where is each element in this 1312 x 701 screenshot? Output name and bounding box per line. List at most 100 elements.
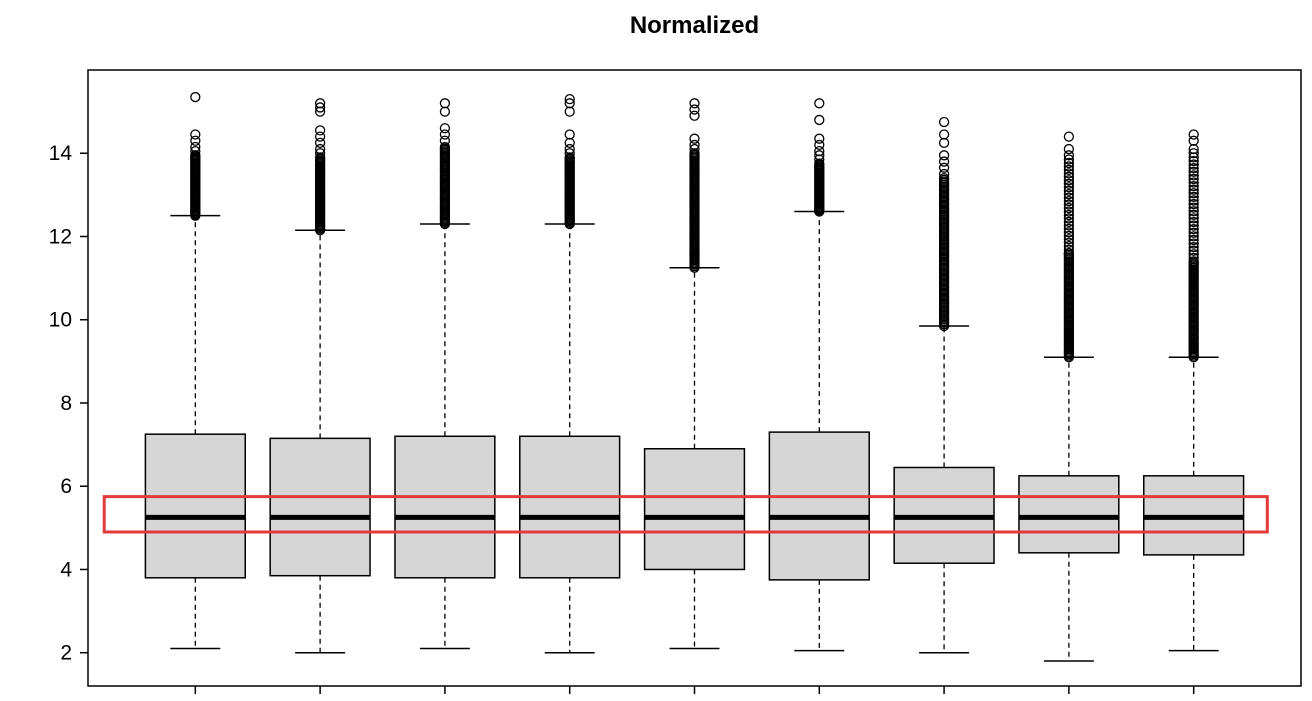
outlier-point: [190, 91, 201, 103]
outlier-point: [814, 146, 825, 157]
outlier-point: [1188, 155, 1199, 167]
outlier-point: [1063, 227, 1075, 238]
outlier-point: [938, 150, 950, 161]
outlier-point: [564, 98, 575, 109]
outlier-point: [1188, 231, 1199, 242]
outlier-point: [1063, 213, 1075, 224]
outlier-point: [1188, 198, 1199, 210]
outlier-point: [814, 139, 825, 151]
outlier-point: [1063, 164, 1075, 176]
outlier-point: [938, 173, 950, 184]
outlier-point: [1188, 135, 1199, 146]
outlier-point: [1188, 256, 1199, 267]
outlier-point: [1188, 184, 1199, 195]
outlier-point: [689, 98, 700, 109]
outlier-point: [814, 98, 825, 109]
outlier-point: [314, 98, 326, 109]
outlier-point: [1063, 202, 1075, 214]
y-axis-tick-label: 6: [60, 475, 72, 498]
outlier-point: [439, 141, 451, 153]
outlier-point: [564, 148, 575, 159]
outlier-point: [1188, 180, 1199, 192]
outlier-point: [1063, 206, 1075, 217]
outlier-point: [439, 106, 451, 117]
outlier-point: [689, 143, 700, 155]
outlier-point: [1063, 178, 1075, 189]
outlier-point: [1063, 189, 1075, 200]
outlier-point: [1063, 209, 1075, 221]
box-iqr: [144, 433, 246, 579]
plot-border: [87, 69, 1302, 687]
outlier-point: [938, 162, 950, 173]
outlier-point: [439, 123, 451, 134]
outlier-point: [1188, 159, 1199, 170]
outlier-point: [190, 146, 201, 157]
outlier-point: [1188, 188, 1199, 199]
outlier-point: [814, 158, 825, 169]
outlier-point: [1188, 143, 1199, 155]
outlier-point: [1188, 241, 1199, 253]
outlier-point: [1188, 224, 1199, 235]
outlier-point: [564, 129, 575, 140]
outlier-point: [314, 125, 326, 136]
outlier-point: [1063, 185, 1075, 196]
outlier-point: [439, 135, 451, 146]
y-axis-tick-label: 14: [49, 142, 73, 165]
outlier-point: [314, 137, 326, 148]
outlier-point: [564, 106, 575, 117]
outlier-point: [439, 98, 451, 109]
outlier-point: [689, 139, 700, 151]
outlier-point: [1188, 195, 1199, 206]
outlier-point: [814, 133, 825, 144]
outlier-point: [938, 156, 950, 167]
outlier-point: [190, 135, 201, 146]
outlier-point: [1063, 199, 1075, 210]
outlier-point: [814, 114, 825, 126]
outlier-point: [1063, 216, 1075, 228]
outlier-point: [689, 148, 700, 159]
outlier-point: [1188, 170, 1199, 181]
outlier-point: [938, 168, 950, 180]
outlier-point: [1188, 216, 1199, 228]
outlier-point: [1188, 173, 1199, 185]
box-iqr: [1018, 475, 1120, 554]
outlier-point: [314, 152, 326, 163]
chart-title: Normalized: [629, 12, 760, 39]
outlier-point: [1188, 177, 1199, 188]
outlier-point: [564, 93, 575, 105]
outlier-point: [1188, 238, 1199, 249]
outlier-point: [314, 143, 326, 155]
outlier-point: [689, 110, 700, 121]
outlier-point: [1063, 234, 1075, 245]
outlier-point: [689, 133, 700, 144]
outlier-point: [1063, 195, 1075, 207]
outlier-point: [689, 104, 700, 115]
outlier-point: [1063, 157, 1075, 169]
y-axis-tick-label: 2: [60, 642, 72, 665]
outlier-point: [1188, 152, 1199, 163]
outlier-point: [1063, 223, 1075, 235]
outlier-point: [938, 129, 950, 140]
outlier-point: [938, 137, 950, 148]
outlier-point: [1063, 244, 1075, 255]
box-iqr: [768, 431, 870, 581]
outlier-point: [1188, 129, 1199, 140]
outlier-point: [814, 154, 825, 165]
outlier-point: [1063, 220, 1075, 231]
outlier-point: [190, 150, 201, 161]
outlier-point: [1063, 131, 1075, 142]
outlier-point: [1063, 171, 1075, 182]
outlier-point: [1188, 206, 1199, 217]
outlier-point: [439, 129, 451, 140]
outlier-point: [190, 129, 201, 140]
outlier-point: [564, 143, 575, 155]
outlier-point: [1188, 220, 1199, 231]
outlier-point: [314, 148, 326, 159]
outlier-point: [1188, 227, 1199, 238]
outlier-point: [1188, 202, 1199, 213]
outlier-point: [1188, 166, 1199, 177]
y-axis-tick-label: 10: [49, 309, 72, 332]
outlier-point: [1188, 163, 1199, 174]
